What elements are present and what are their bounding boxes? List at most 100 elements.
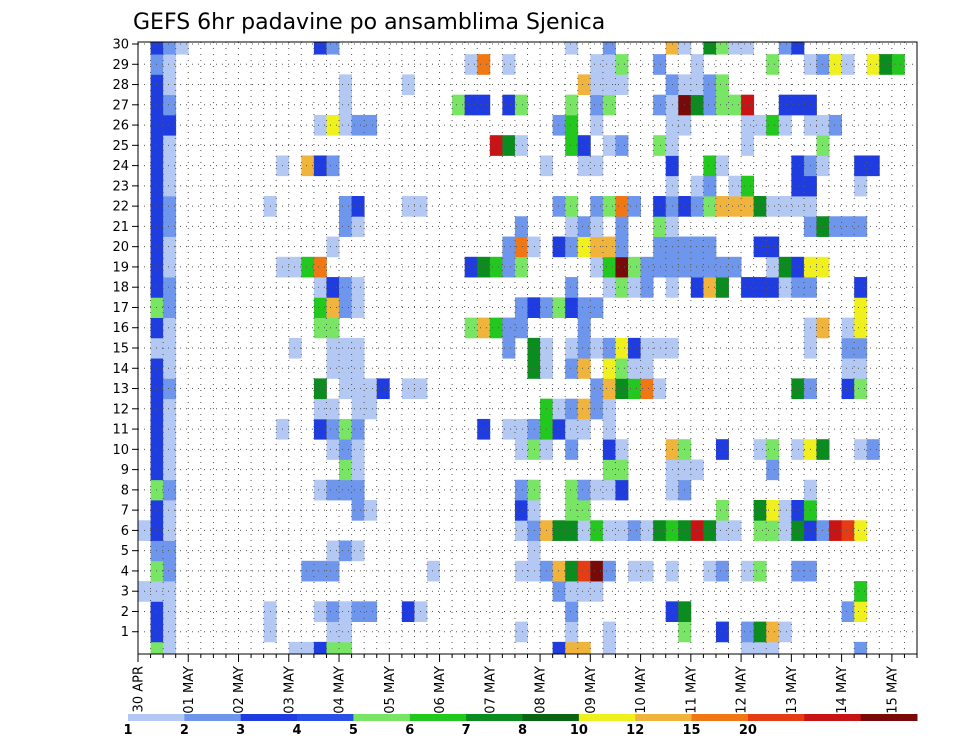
y-tick-label: 16 [112,321,129,336]
y-tick-label: 3 [121,585,129,600]
y-tick-label: 10 [112,443,129,458]
heatmap-cell [741,277,755,298]
heatmap-cell [339,196,352,217]
heatmap-cell [854,175,868,197]
heatmap-cell [602,236,616,258]
heatmap-cell [791,175,805,197]
heatmap-cell [778,277,792,298]
heatmap-cell [163,641,177,655]
y-tick-label: 19 [112,260,129,275]
heatmap-cell [150,155,164,177]
heatmap-cell [326,155,340,177]
heatmap-cell [527,520,541,541]
x-tick-label: 05 MAY [383,666,398,714]
heatmap-cell [477,317,491,339]
heatmap-cell [150,581,164,602]
heatmap-cell [590,236,604,258]
heatmap-cell [753,277,767,298]
heatmap-cell [753,236,767,258]
heatmap-cell [313,42,327,55]
heatmap-cell [150,236,164,258]
heatmap-cell [339,74,352,96]
legend-label: 20 [739,723,757,738]
heatmap-cell [879,54,893,75]
heatmap-cell [364,114,378,136]
dotted-grid [138,42,917,654]
legend-swatch [522,714,580,721]
heatmap-cell [527,337,541,359]
heatmap-cell [527,560,541,582]
heatmap-cell [854,581,868,602]
heatmap-cell [326,418,340,440]
heatmap-cell [326,439,340,460]
heatmap-cell [502,236,516,258]
y-tick-label: 20 [112,240,129,255]
heatmap-cell [514,297,528,318]
legend-label: 2 [180,723,189,738]
heatmap-cell [854,337,868,359]
heatmap-cell [741,560,755,582]
heatmap-cell [766,459,780,481]
heatmap-cell [339,378,352,400]
heatmap-cell [477,94,491,116]
heatmap-cell [653,216,667,237]
heatmap-cell [753,114,767,136]
heatmap-cell [514,216,528,237]
heatmap-cell [150,337,164,359]
legend-label: 10 [570,723,588,738]
heatmap-cell [163,520,177,541]
heatmap-cell [753,196,767,217]
heatmap-cell [565,277,579,298]
heatmap-cell [565,297,579,318]
heatmap-cell [163,216,177,237]
heatmap-cell [339,641,352,655]
y-tick-label: 2 [121,605,129,620]
heatmap-cell [854,277,868,298]
heatmap-cell [552,236,566,258]
heatmap-cell [741,641,755,655]
heatmap-cell [640,337,654,359]
heatmap-cell [326,114,340,136]
legend-swatch [409,714,467,721]
heatmap-cell [163,439,177,460]
heatmap-cell [753,520,767,541]
legend-swatch [578,714,636,721]
heatmap-cell [741,94,755,116]
heatmap-cell [615,378,629,400]
heatmap-cell [326,479,340,501]
x-axis: 30 APR 01 MAY 02 MAY 03 MAY 04 MAY 05 MAY 06 M… [132,654,918,714]
x-tick-label: 13 MAY [785,666,800,714]
heatmap-cell [741,175,755,197]
heatmap-cell [690,459,704,481]
heatmap-cell [502,317,516,339]
heatmap-cell [841,520,855,541]
y-tick-label: 4 [121,564,129,579]
heatmap-cell [728,42,742,55]
heatmap-cell [577,236,591,258]
heatmap-cell [175,42,189,55]
y-tick-label: 26 [112,119,129,134]
heatmap-cell [502,256,516,278]
heatmap-cell [741,621,755,643]
heatmap-cell [163,135,177,156]
heatmap-cell [565,196,579,217]
heatmap-cell [766,54,780,75]
heatmap-cell [703,196,717,217]
legend-swatch [184,714,242,721]
heatmap-cell [163,581,177,602]
heatmap-cell [514,500,528,521]
heatmap-cell [703,42,717,55]
chart-title: GEFS 6hr padavine po ansamblima Sjenica [133,10,605,35]
heatmap-cell [703,74,717,96]
heatmap-cell [150,175,164,197]
heatmap-cell [150,74,164,96]
heatmap-cell [829,54,843,75]
legend-label: 3 [236,723,245,738]
heatmap-cell [690,196,704,217]
y-tick-label: 11 [112,423,129,438]
heatmap-cell [552,560,566,582]
heatmap-cell [615,277,629,298]
heatmap-cell [326,42,340,55]
heatmap-cell [615,54,629,75]
y-tick-label: 1 [121,625,129,640]
